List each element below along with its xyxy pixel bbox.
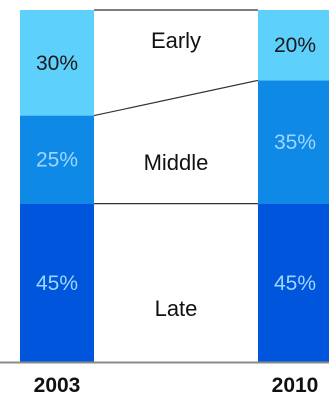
- bar-late-2010: [258, 203, 329, 362]
- bar-late-2003: [20, 203, 94, 362]
- stage-label-middle: Middle: [144, 150, 209, 175]
- bar-middle-2003: [20, 115, 94, 204]
- bars-group: [20, 10, 329, 362]
- connector-middle-early: [93, 79, 259, 117]
- bar-early-2010: [258, 10, 329, 81]
- year-labels: 2003 2010: [34, 374, 319, 397]
- data-label-late-2003: 45%: [36, 272, 78, 295]
- category-label-2003: 2003: [34, 374, 81, 397]
- data-label-middle-2003: 25%: [36, 149, 78, 172]
- connector-lines: [93, 9, 259, 205]
- data-label-early-2010: 20%: [274, 34, 316, 57]
- category-label-2010: 2010: [272, 374, 319, 397]
- data-label-late-2010: 45%: [274, 272, 316, 295]
- segment-labels: 45% 45% 25% 35% 30% 20%: [36, 34, 316, 295]
- stage-labels: Late Middle Early: [144, 28, 209, 321]
- bar-early-2003: [20, 10, 94, 116]
- stage-label-early: Early: [151, 28, 201, 53]
- data-label-middle-2010: 35%: [274, 131, 316, 154]
- data-label-early-2003: 30%: [36, 52, 78, 75]
- bar-middle-2010: [258, 80, 329, 204]
- stage-label-late: Late: [155, 296, 198, 321]
